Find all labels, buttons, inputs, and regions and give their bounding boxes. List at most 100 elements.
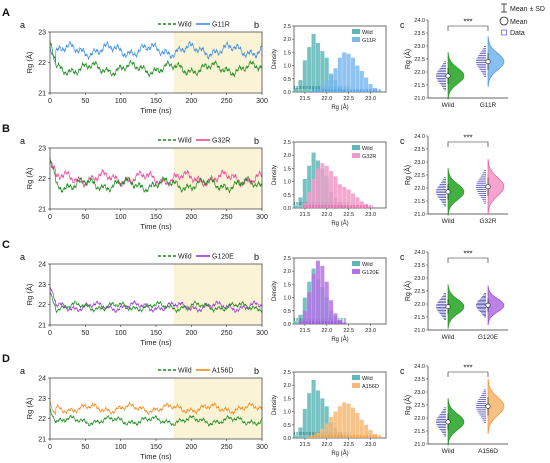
y-tick-label: 21.0 [414, 96, 425, 102]
mean-circle-icon [499, 16, 509, 26]
x-tick-label: 23.0 [365, 442, 376, 448]
mutant-hist-bar [311, 273, 316, 324]
mean-marker [485, 59, 491, 65]
x-tick-label: 21.5 [300, 96, 311, 102]
mutant-hist-bar [307, 192, 312, 208]
x-tick-label: 21.5 [300, 212, 311, 218]
y-tick-label: 24.0 [414, 18, 425, 24]
legend-wild-swatch [352, 29, 360, 34]
x-tick-label: 300 [256, 98, 268, 105]
mutant-hist-bar [333, 176, 338, 208]
mutant-hist-bar [350, 407, 356, 438]
row-D: Da b c 0 50 100 150 200 250 300 21 22 23 24 Time (ns) R… [2, 353, 508, 461]
x-tick-label: 21.5 [300, 328, 311, 334]
y-tick-label: 22.0 [414, 302, 425, 308]
wild-hist-bar [294, 88, 299, 92]
category-label: G120E [478, 334, 499, 341]
y-axis-label: Rg (Å) [25, 51, 34, 73]
x-tick-label: 50 [81, 98, 89, 105]
violin-wild [447, 52, 465, 100]
x-tick-label: 21.5 [300, 442, 311, 448]
panel-label-b: b [254, 366, 259, 376]
y-tick-label: 23 [38, 146, 46, 153]
wild-hist-bar [324, 57, 329, 92]
x-tick-label: 22.5 [343, 442, 354, 448]
mutant-series-line [49, 40, 263, 63]
mutant-series-line [49, 401, 263, 416]
y-tick-label: 23.0 [414, 276, 425, 282]
legend-data-label: Data [510, 30, 525, 37]
legend-mutant-swatch [352, 153, 360, 158]
x-tick-label: 200 [185, 330, 197, 337]
x-tick-label: 250 [221, 98, 233, 105]
wild-series-line [49, 407, 263, 427]
x-axis-label: Rg (Å) [331, 104, 348, 111]
mutant-hist-bar [346, 189, 351, 208]
y-tick-label: 22.0 [414, 70, 425, 76]
legend-mutant-swatch [352, 383, 360, 388]
x-tick-label: 100 [115, 444, 127, 451]
y-axis-label: Density [272, 165, 278, 185]
mutant-hist-bar [333, 68, 338, 92]
violin-mutant [487, 36, 505, 87]
x-tick-label: 22.0 [321, 442, 332, 448]
x-tick-label: 22.5 [343, 328, 354, 334]
legend-mutant-label: A156D [362, 384, 379, 390]
mutant-hist-bar [368, 430, 373, 438]
mutant-hist-bar [324, 281, 329, 324]
x-tick-label: 0 [48, 444, 52, 451]
x-axis-label: Time (ns) [140, 222, 172, 231]
wild-hist-bar [294, 435, 299, 438]
significance-label: *** [463, 364, 472, 373]
y-tick-label: 1.0 [283, 296, 291, 302]
mutant-hist-bar [329, 300, 334, 324]
legend-mutant-label: G120E [212, 254, 234, 261]
x-tick-label: 250 [221, 444, 233, 451]
panel-label-c: c [400, 20, 405, 30]
mutant-hist-bar [346, 403, 351, 438]
y-tick-label: 21.0 [414, 328, 425, 334]
row-letter: B [2, 123, 10, 135]
y-tick-label: 21.5 [414, 83, 425, 89]
y-tick-label: 2.0 [283, 37, 291, 43]
panel-label-a: a [20, 366, 25, 376]
y-tick-label: 0.5 [283, 423, 291, 429]
x-tick-label: 50 [81, 330, 89, 337]
violin-wild [447, 168, 465, 216]
y-tick-label: 1.5 [283, 396, 291, 402]
y-tick-label: 23.0 [414, 160, 425, 166]
x-axis-label: Rg (Å) [331, 220, 348, 227]
legend-mutant-label: A156D [212, 368, 233, 375]
y-tick-label: 2.0 [283, 153, 291, 159]
mutant-hist-bar [333, 411, 338, 438]
y-axis-label: Rg (Å) [25, 397, 34, 419]
mean-marker [485, 302, 491, 308]
legend-mean-label: Mean [510, 19, 528, 26]
y-tick-label: 22.5 [414, 403, 425, 409]
shaded-region [173, 378, 262, 439]
mutant-hist-bar [315, 260, 320, 324]
category-label: Wild [442, 334, 455, 341]
y-tick-label: 2.5 [283, 370, 291, 376]
y-tick-label: 0.5 [283, 193, 291, 199]
mean-sd-icon [501, 3, 507, 13]
mutant-hist-bar [320, 428, 325, 438]
y-axis-label: Density [272, 281, 278, 301]
panel-label-b: b [254, 136, 259, 146]
mutant-hist-bar [337, 57, 342, 92]
row-B: Ba b c 0 50 100 150 200 250 300 21 22 23 Time (ns) Rg … [2, 123, 508, 231]
y-tick-label: 22.5 [414, 173, 425, 179]
y-tick-label: 22.5 [414, 289, 425, 295]
y-tick-label: 21.5 [414, 315, 425, 321]
x-tick-label: 100 [115, 330, 127, 337]
significance-label: *** [463, 250, 472, 259]
wild-hist-bar [302, 178, 307, 208]
y-axis-label: Rg (Å) [403, 395, 412, 415]
wild-hist-bar [307, 47, 312, 92]
x-tick-label: 23.0 [365, 96, 376, 102]
y-tick-label: 22 [38, 60, 46, 67]
y-tick-label: 21 [38, 323, 46, 330]
y-tick-label: 23.5 [414, 263, 425, 269]
x-tick-label: 100 [115, 98, 127, 105]
